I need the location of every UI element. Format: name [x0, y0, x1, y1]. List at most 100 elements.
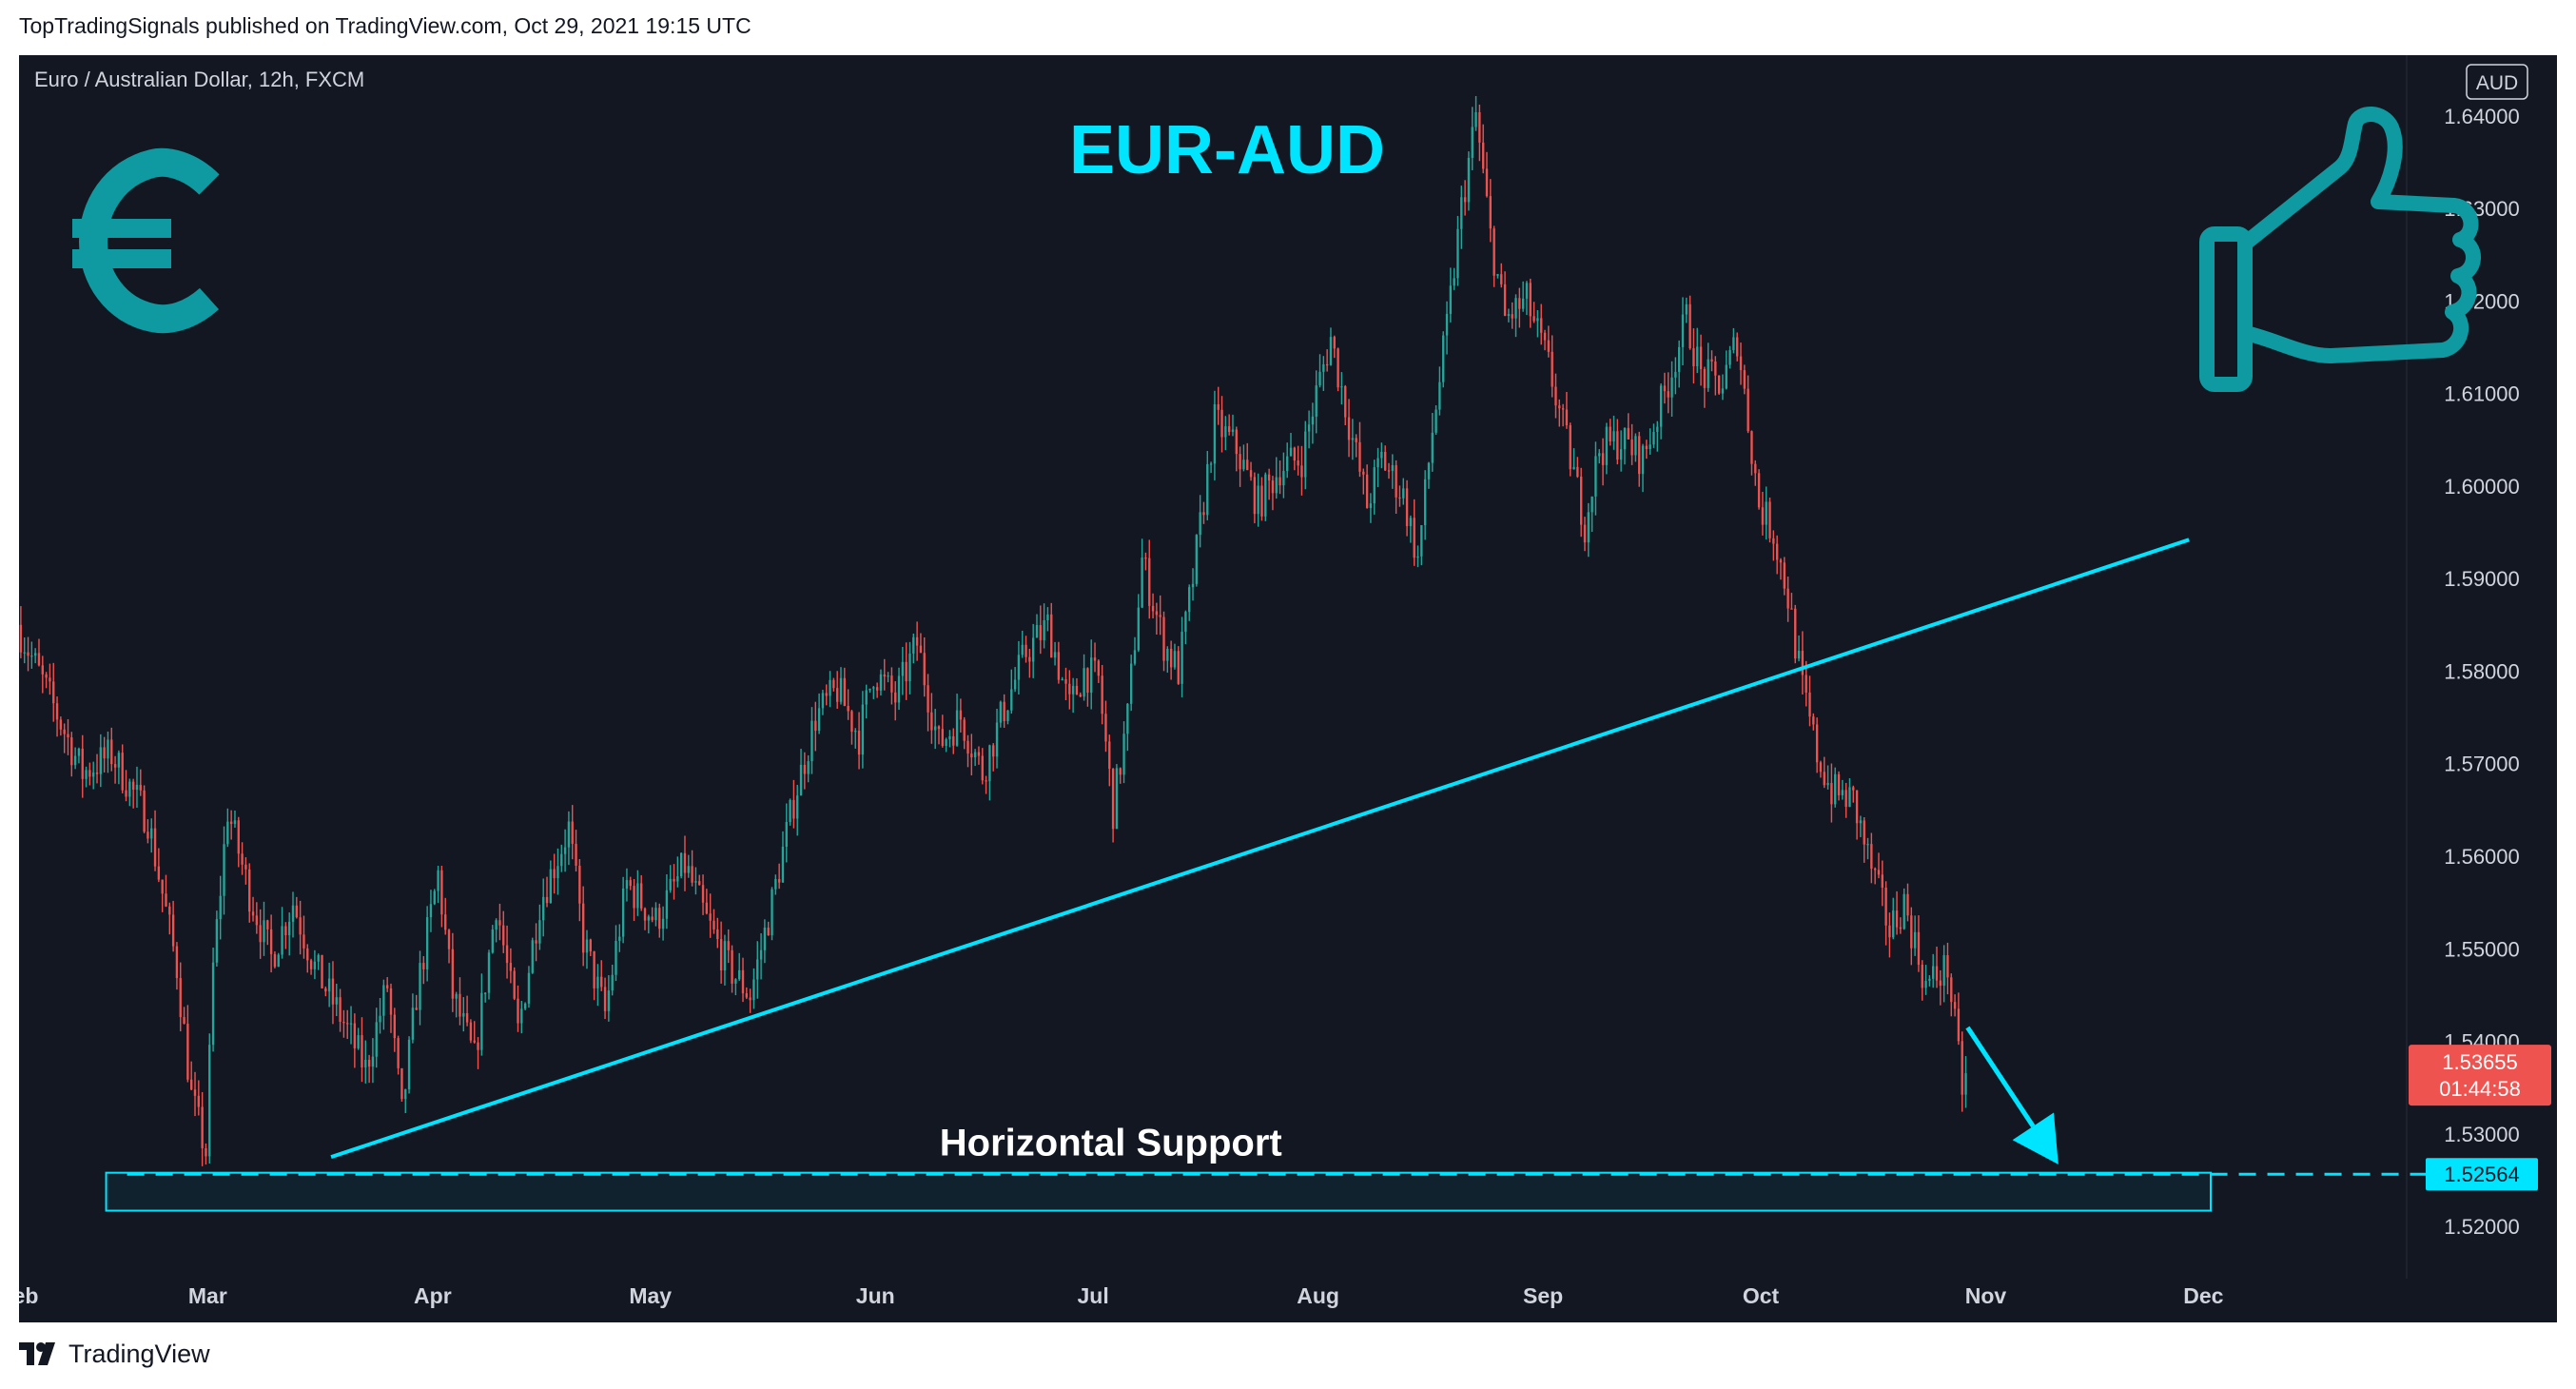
chart-panel[interactable]: Horizontal Support 1.52000 1.53000 1.54000…: [19, 55, 2557, 1322]
candle-body: [1652, 431, 1655, 445]
candle-body: [977, 752, 981, 756]
candle-body: [193, 1089, 197, 1096]
candle-body: [897, 675, 901, 703]
candle-body: [930, 712, 933, 731]
candle-body: [346, 1023, 349, 1025]
candle-body: [1852, 787, 1855, 791]
candle-body: [1910, 915, 1913, 949]
time-tick-label: Jun: [856, 1283, 895, 1308]
candle-body: [731, 949, 733, 984]
candle-body: [1903, 893, 1905, 929]
candle-body: [615, 940, 617, 975]
candle-body: [33, 653, 37, 656]
candle-body: [875, 687, 879, 691]
candle-body: [23, 652, 26, 654]
candle-body: [339, 997, 342, 1022]
candle-body: [1888, 925, 1891, 938]
candle-body: [117, 753, 121, 768]
candle-body: [1906, 893, 1909, 916]
candle-body: [1815, 724, 1819, 763]
currency-badge[interactable]: [2466, 64, 2528, 100]
candle-body: [107, 739, 109, 759]
candle-body: [371, 1056, 375, 1067]
candle-body: [1554, 386, 1557, 406]
candle-body: [1765, 501, 1767, 525]
candle-body: [266, 920, 269, 929]
candle-body: [1605, 426, 1609, 465]
candle-body: [1017, 655, 1021, 680]
candle-body: [1122, 734, 1125, 775]
candle-body: [1344, 386, 1347, 418]
candle-body: [288, 921, 291, 936]
euro-icon: [72, 147, 220, 334]
candle-body: [425, 917, 429, 969]
candle-body: [1725, 364, 1727, 389]
candle-body: [1805, 675, 1807, 693]
candle-body: [364, 1059, 367, 1068]
candle-body: [1714, 361, 1717, 376]
candle-body: [139, 784, 142, 791]
candle-body: [487, 952, 491, 993]
candle-body: [146, 831, 149, 839]
price-tick-label: 1.64000: [2444, 105, 2520, 128]
candle-body: [1747, 388, 1749, 432]
candle-body: [1616, 431, 1619, 460]
candle-body: [1667, 391, 1669, 398]
candle-body: [1638, 436, 1641, 475]
candle-body: [1797, 651, 1801, 659]
candle-body: [248, 869, 251, 912]
candle-body: [596, 976, 599, 988]
candle-body: [465, 1012, 469, 1023]
candle-body: [803, 764, 807, 774]
candle-body: [502, 925, 505, 946]
price-tick-label: 1.61000: [2444, 382, 2520, 406]
trendline: [330, 538, 2190, 1160]
candlestick-chart[interactable]: Horizontal Support 1.520001.530001.54000…: [19, 55, 2557, 1322]
candle-body: [1402, 488, 1405, 499]
candle-body: [233, 820, 237, 825]
candle-body: [1449, 285, 1453, 314]
candle-body: [1950, 977, 1953, 1003]
candle-body: [1775, 543, 1779, 560]
candle-body: [1750, 431, 1753, 464]
arrow-head: [2012, 1112, 2059, 1164]
candle-body: [1325, 363, 1329, 366]
candle-body: [1220, 409, 1223, 438]
candle-body: [1688, 303, 1691, 349]
candle-body: [429, 904, 433, 918]
candle-body: [1627, 427, 1630, 440]
candle-body: [1663, 385, 1667, 392]
candle-body: [513, 970, 516, 999]
candle-body: [1318, 371, 1321, 386]
candle-body: [716, 929, 719, 940]
footer-brand[interactable]: TradingView: [19, 1337, 210, 1371]
candle-body: [553, 869, 556, 879]
candle-body: [331, 978, 335, 1005]
candle-body: [1772, 538, 1775, 544]
candle-body: [567, 821, 571, 848]
time-axis[interactable]: Feb Mar Apr May Jun Jul Aug Sep Oct Nov Dec: [19, 1283, 2224, 1308]
candle-body: [389, 988, 393, 1015]
price-tick-label: 1.56000: [2444, 845, 2520, 869]
price-axis[interactable]: 1.520001.530001.540001.550001.560001.570…: [2409, 105, 2551, 1239]
candle-body: [223, 844, 225, 896]
candle-body: [575, 843, 577, 866]
candle-body: [1848, 787, 1851, 808]
time-tick-label: May: [629, 1283, 672, 1308]
candle-body: [1536, 318, 1539, 322]
symbol-label[interactable]: Euro / Australian Dollar, 12h, FXCM: [34, 68, 364, 91]
candle-body: [1202, 512, 1205, 516]
candle-body: [1921, 965, 1923, 988]
currency-badge-label: AUD: [2476, 72, 2518, 94]
candle-body: [1155, 611, 1159, 616]
candle-body: [135, 784, 139, 791]
candle-body: [1961, 1041, 1963, 1095]
candle-body: [1068, 683, 1071, 694]
candle-body: [1289, 447, 1293, 457]
candle-body: [1674, 371, 1677, 378]
candle-body: [70, 737, 73, 766]
candle-body: [1863, 820, 1865, 845]
candle-body: [1463, 197, 1467, 203]
candle-body: [571, 821, 574, 844]
candle-body: [1209, 463, 1213, 465]
